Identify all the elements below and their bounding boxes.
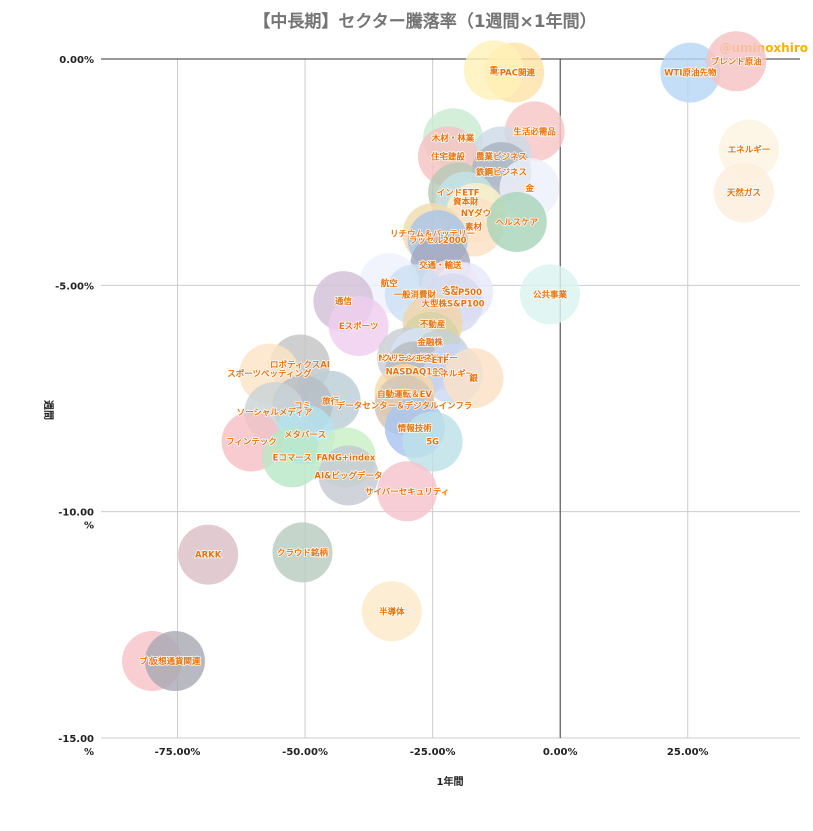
data-point-label: Eコマース	[273, 453, 312, 463]
data-point-label: 金融	[441, 285, 460, 296]
x-tick-label: 0.00%	[543, 747, 578, 758]
data-point	[272, 522, 333, 583]
x-tick-label: -25.00%	[410, 747, 456, 758]
data-point-label: コミ	[294, 401, 311, 411]
data-point-label: 航空	[381, 278, 399, 289]
chart-title: 【中長期】セクター騰落率（1週間×1年間）	[253, 11, 596, 32]
x-axis-label: 1年間	[437, 775, 464, 788]
data-point-label: Eスポーツ	[339, 321, 379, 332]
data-point-label: リチウム＆バッテリー	[390, 228, 475, 239]
y-tick-label: %	[84, 521, 94, 532]
data-point-label: ラッセル2000	[409, 236, 467, 246]
data-point-label: 鉄鋼ビジネス	[476, 167, 527, 178]
x-tick-label: -50.00%	[282, 747, 328, 758]
data-points	[122, 31, 779, 692]
data-point-label: クリーンエネルギー	[382, 353, 458, 364]
data-point-label: データセンター＆デジタルインフラ	[337, 400, 473, 411]
data-point-label: エネルギー	[432, 369, 475, 380]
tick-labels: -75.00% -50.00% -25.00% 0.00% 25.00% 0.00% -5.…	[55, 55, 708, 758]
data-point-label: インドETF	[437, 189, 480, 199]
data-point-label: ARKK	[195, 551, 222, 561]
data-point	[377, 461, 438, 522]
data-point	[519, 264, 580, 325]
data-point-label: メタバース	[284, 430, 326, 441]
data-point-label: SPAC関連	[494, 68, 536, 79]
data-point	[463, 40, 524, 101]
data-point-label: 公共事業	[533, 289, 568, 300]
data-point	[178, 524, 239, 585]
data-point-label: フィンテック	[226, 437, 277, 448]
data-point	[706, 31, 767, 92]
data-point	[402, 411, 463, 472]
data-point-label: 資本財	[452, 197, 479, 208]
data-point-label: 重	[490, 65, 499, 76]
data-point	[713, 162, 774, 223]
y-tick-label: -15.00	[58, 734, 94, 745]
y-tick-label: %	[84, 747, 94, 758]
data-point-label: ETF	[432, 356, 450, 366]
data-point-label: FANG+index	[316, 453, 375, 463]
data-point-label: 不動産	[420, 319, 446, 330]
data-point-label: 銀	[468, 373, 478, 384]
data-point	[328, 296, 389, 357]
y-tick-label: -5.00%	[55, 281, 94, 292]
data-point-label: 生活必需品	[513, 126, 556, 137]
data-point-label: 自動運転＆EV	[377, 389, 432, 400]
data-point-label: 木材・林業	[431, 133, 475, 144]
x-tick-label: -75.00%	[155, 747, 201, 758]
data-point-label: 金	[524, 183, 534, 194]
data-point-label: ロボティクスAI	[270, 360, 330, 371]
data-point-label: NASDAQ総合	[378, 353, 436, 364]
data-point-label: 金融株	[416, 337, 443, 348]
data-point-label: 大型株S&P100	[422, 298, 485, 309]
data-point-label: 交通・輸送	[419, 260, 462, 271]
data-point	[262, 427, 323, 488]
data-point-label: サイバーセキュリティ	[365, 486, 449, 497]
data-point-label: 半導体	[379, 606, 405, 617]
data-point-label: クラウド銘柄	[277, 547, 329, 558]
data-point-label: 情報技術	[397, 423, 433, 434]
y-axis-label: 週間	[42, 400, 54, 420]
data-point-label: スポーツベッティング	[227, 369, 312, 380]
y-tick-label: -10.00	[58, 508, 94, 519]
data-point-label: 仮想通貨関連	[148, 656, 201, 667]
data-point-label: ヘルスケア	[496, 218, 539, 228]
data-point-label: エネルギー	[728, 145, 771, 156]
data-point-label: WTI原油先物	[664, 68, 717, 79]
data-point-label: NASDAQ100	[386, 367, 445, 377]
data-point-label: NYダウ	[461, 208, 491, 219]
data-point-label: 旅行	[321, 396, 340, 407]
x-tick-label: 25.00%	[667, 747, 709, 758]
data-point-label: ブレント原油	[711, 56, 762, 67]
data-point-label: ブロッ	[139, 656, 165, 667]
data-point-label: 5G	[426, 438, 439, 448]
data-point-label: 住宅建設	[431, 151, 466, 162]
data-point-label: AI&ビッグデータ	[314, 470, 382, 481]
data-point	[443, 348, 504, 409]
data-point-label: ソーシャルメディア	[237, 407, 313, 418]
data-point	[660, 42, 721, 103]
data-point	[361, 581, 422, 642]
data-point-label: 天然ガス	[727, 188, 761, 199]
y-tick-label: 0.00%	[59, 55, 94, 66]
data-point-label: 一般消費財	[394, 289, 437, 300]
data-point-label: 農業ビジネス	[476, 151, 527, 162]
data-point-label: 通信	[335, 296, 353, 307]
data-point	[318, 445, 379, 506]
data-point-label: 素材	[465, 221, 483, 232]
data-point-label: S&P500	[444, 288, 482, 298]
data-point	[144, 631, 205, 692]
data-point	[486, 191, 547, 252]
